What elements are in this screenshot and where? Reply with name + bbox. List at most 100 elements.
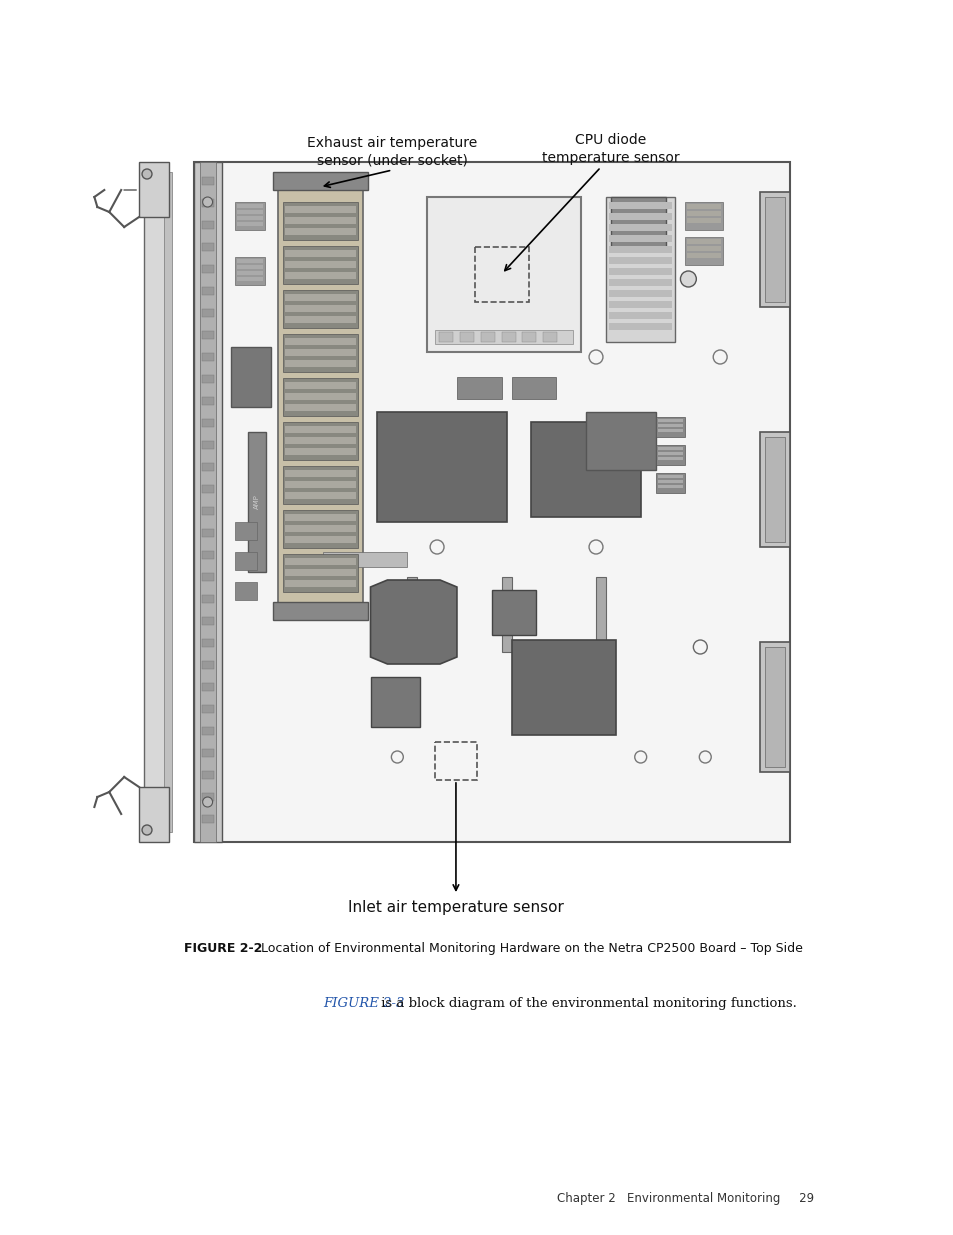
Bar [684, 237, 722, 266]
Bar [201, 463, 213, 471]
Bar [370, 677, 419, 727]
Bar [585, 412, 655, 471]
Bar [235, 522, 257, 540]
Bar [285, 338, 355, 345]
Bar [201, 199, 213, 207]
Bar [235, 203, 265, 230]
Bar [144, 172, 166, 832]
Bar [201, 485, 213, 493]
Bar [657, 419, 682, 422]
Bar [237, 210, 263, 214]
Text: Location of Environmental Monitoring Hardware on the Netra CP2500 Board – Top Si: Location of Environmental Monitoring Har… [261, 942, 802, 955]
Bar [201, 375, 213, 383]
Bar [201, 705, 213, 713]
Bar [608, 212, 672, 220]
Bar [657, 424, 682, 427]
Bar [199, 162, 215, 842]
Bar [139, 787, 169, 842]
Bar [201, 353, 213, 361]
Bar [608, 268, 672, 275]
Text: FIGURE 2-2: FIGURE 2-2 [184, 942, 262, 955]
Bar [610, 198, 665, 247]
Bar [764, 437, 784, 542]
Bar [657, 457, 682, 459]
Bar [201, 243, 213, 251]
Bar [201, 441, 213, 450]
Bar [456, 377, 501, 399]
Bar [201, 638, 213, 647]
Circle shape [679, 270, 696, 287]
Bar [608, 324, 672, 330]
Bar [543, 332, 557, 342]
Bar [237, 222, 263, 226]
Bar [285, 316, 355, 324]
Bar [139, 162, 169, 217]
Bar [760, 432, 789, 547]
Bar [687, 204, 720, 209]
Bar [459, 332, 474, 342]
Bar [657, 447, 682, 450]
Bar [285, 261, 355, 268]
Bar [283, 333, 357, 372]
Bar [201, 661, 213, 669]
Bar [657, 452, 682, 454]
Bar [278, 186, 362, 606]
Bar [201, 266, 213, 273]
Bar [657, 429, 682, 432]
Bar [201, 727, 213, 735]
Circle shape [142, 825, 152, 835]
Bar [684, 203, 722, 230]
Bar [201, 815, 213, 823]
Bar [285, 426, 355, 433]
Bar [285, 536, 355, 543]
Bar [285, 514, 355, 521]
Bar [475, 247, 529, 303]
Polygon shape [370, 580, 456, 664]
Bar [285, 272, 355, 279]
Bar [687, 253, 720, 258]
Bar [608, 235, 672, 242]
Bar [687, 211, 720, 216]
Bar [201, 221, 213, 228]
Bar [201, 508, 213, 515]
Bar [201, 595, 213, 603]
Bar [480, 332, 495, 342]
Bar [285, 249, 355, 257]
Bar [201, 748, 213, 757]
Bar [285, 382, 355, 389]
Bar [201, 551, 213, 559]
Bar [201, 331, 213, 338]
Bar [407, 577, 416, 652]
Bar [322, 552, 407, 567]
Bar [201, 177, 213, 185]
Bar [285, 393, 355, 400]
Bar [285, 448, 355, 454]
Bar [760, 191, 789, 308]
Bar [273, 601, 367, 620]
Bar [657, 480, 682, 483]
Bar [285, 437, 355, 445]
Bar [596, 577, 605, 652]
Bar [491, 590, 536, 635]
Bar [285, 471, 355, 477]
Bar [285, 480, 355, 488]
Bar [511, 640, 616, 735]
Bar [273, 172, 367, 190]
Bar [283, 203, 357, 240]
Bar [283, 378, 357, 416]
Bar [285, 558, 355, 564]
Bar [285, 305, 355, 312]
Bar [501, 577, 511, 652]
Bar [164, 172, 172, 832]
Bar [201, 529, 213, 537]
Bar [201, 771, 213, 779]
Bar [283, 466, 357, 504]
Circle shape [202, 198, 213, 207]
Bar [435, 330, 573, 345]
Bar [201, 683, 213, 692]
Bar [237, 270, 263, 275]
Bar [608, 246, 672, 253]
Bar [285, 580, 355, 587]
Bar [285, 359, 355, 367]
Bar [377, 412, 506, 522]
